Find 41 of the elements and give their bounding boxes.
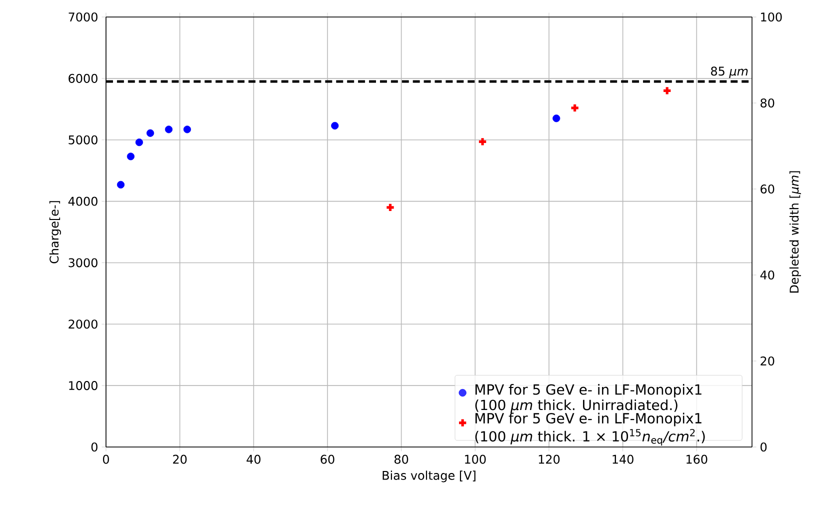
legend-label: MPV for 5 GeV e- in LF-Monopix1 (100 μm thick. Unirradiated.)	[475, 384, 702, 413]
point	[116, 180, 125, 188]
y2-tick-label: 100	[761, 12, 782, 22]
x-tick-label: 40	[246, 454, 260, 464]
x-tick-label: 60	[320, 454, 334, 464]
x-tick-label: 20	[173, 454, 187, 464]
y-tick-label: 4000	[68, 196, 98, 206]
y-axis-title: Charge[e-]	[49, 201, 61, 264]
point	[146, 129, 154, 137]
y-tick-label: 1000	[69, 381, 98, 390]
y-tick-label: 7000	[68, 12, 98, 22]
y-tick-label: 2000	[68, 320, 98, 329]
x-tick-label: 100	[465, 454, 486, 464]
text: MPV for 5 GeV e- in LF-Monopix1 (100 μm thick. 1 × 10$^{15}$n$_{eq}$/cm$^{2}$.)	[475, 412, 705, 446]
y-tick-label: 5000	[68, 135, 98, 144]
point	[331, 122, 339, 130]
point	[385, 202, 396, 212]
y-tick-label: 6000	[68, 74, 98, 83]
y2-tick-label: 80	[760, 98, 774, 108]
point	[164, 126, 173, 134]
y2-tick-label: 0	[760, 442, 767, 452]
point	[478, 136, 488, 147]
point	[126, 152, 135, 160]
x-tick-label: 140	[612, 454, 634, 464]
y2-tick-label: 40	[760, 270, 774, 280]
point	[183, 126, 191, 134]
y2-tick-label: 20	[760, 356, 774, 366]
ref-line-label: 85 μm	[711, 66, 748, 78]
x-tick-label: 160	[686, 454, 708, 464]
y2-axis-title: Depleted width [μm]	[789, 171, 802, 293]
point	[552, 114, 560, 122]
x-axis-title: Bias voltage [V]	[382, 470, 476, 482]
x-tick-label: 0	[102, 454, 110, 464]
y2-tick-label: 60	[760, 184, 774, 194]
point	[135, 138, 144, 146]
point	[662, 86, 672, 96]
x-tick-label: 120	[538, 454, 560, 464]
y-tick-label: 0	[91, 442, 98, 452]
y-tick-label: 3000	[68, 258, 98, 268]
point	[570, 103, 580, 113]
x-tick-label: 80	[394, 454, 408, 464]
